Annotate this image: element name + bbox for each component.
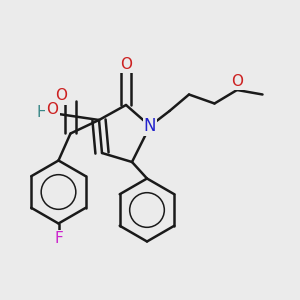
- Text: H: H: [36, 105, 48, 120]
- Text: F: F: [54, 231, 63, 246]
- Text: O: O: [46, 102, 58, 117]
- Text: N: N: [144, 117, 156, 135]
- Text: O: O: [231, 74, 243, 89]
- Text: O: O: [120, 57, 132, 72]
- Text: O: O: [56, 88, 68, 104]
